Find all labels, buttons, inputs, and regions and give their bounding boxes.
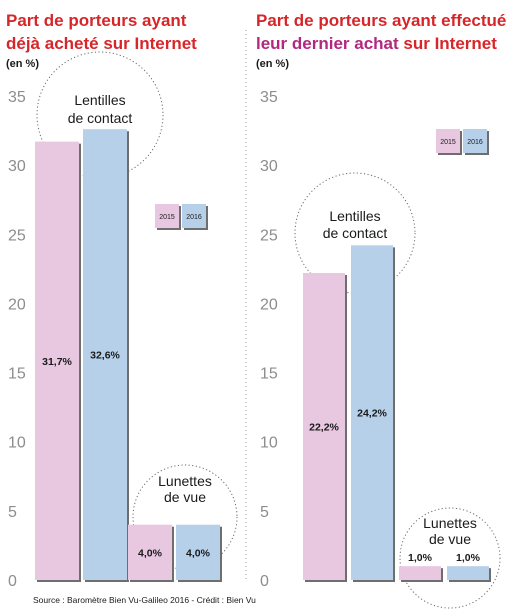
y-tick-label: 30 xyxy=(8,158,26,175)
legend-label: 2015 xyxy=(159,214,175,221)
y-tick-label: 0 xyxy=(260,573,269,590)
left-title-line2: déjà acheté sur Internet xyxy=(6,34,197,53)
bar-2015 xyxy=(128,524,172,580)
group-label: Lentilles xyxy=(74,92,125,108)
y-tick-label: 25 xyxy=(8,227,26,244)
chart-right: 0 5 10 15 20 25 30 35 22,2% 24,2% 1,0% 1,0% Lentille… xyxy=(260,89,501,609)
right-title-line2: leur dernier achat sur Internet xyxy=(256,34,497,53)
bar-value-label: 1,0% xyxy=(456,552,481,564)
bar-value-label: 1,0% xyxy=(408,552,433,564)
group-label: Lentilles xyxy=(329,208,380,224)
group-label: de contact xyxy=(68,110,133,126)
group-label: de contact xyxy=(323,225,388,241)
source-note: Source : Baromètre Bien Vu-Galileo 2016 … xyxy=(33,595,256,605)
y-tick-label: 10 xyxy=(8,435,26,452)
group-label: de vue xyxy=(429,531,471,547)
legend-label: 2015 xyxy=(440,139,456,146)
bar-value-label: 24,2% xyxy=(357,408,387,420)
legend-swatch-2016 xyxy=(463,129,487,153)
legend-swatch-2015 xyxy=(436,129,460,153)
right-unit: (en %) xyxy=(256,58,289,70)
y-tick-label: 30 xyxy=(260,158,278,175)
bar-2015 xyxy=(399,566,441,580)
y-tick-label: 5 xyxy=(260,504,269,521)
bar-2016 xyxy=(176,524,220,580)
group-label: de vue xyxy=(164,489,206,505)
group-bubble xyxy=(132,464,238,570)
legend-swatch-2015 xyxy=(155,204,179,228)
y-tick-label: 25 xyxy=(260,227,278,244)
legend-label: 2016 xyxy=(467,139,483,146)
right-title-line1: Part de porteurs ayant effectué xyxy=(256,11,506,30)
group-label: Lunettes xyxy=(423,515,477,531)
bar-2015 xyxy=(35,141,79,581)
right-title-line2-rest: sur Internet xyxy=(399,34,498,53)
y-tick-label: 20 xyxy=(260,296,278,313)
legend-label: 2016 xyxy=(186,214,202,221)
left-title-line1: Part de porteurs ayant xyxy=(6,11,187,30)
bar-2016 xyxy=(447,566,489,580)
y-tick-label: 35 xyxy=(8,89,26,106)
bar-2016 xyxy=(351,245,393,580)
group-bubble xyxy=(399,507,501,609)
bar-2016 xyxy=(83,129,127,580)
bar-value-label: 4,0% xyxy=(186,547,211,559)
group-bubble xyxy=(36,51,164,179)
group-label: Lunettes xyxy=(158,473,212,489)
right-title-line2-highlight: leur dernier achat xyxy=(256,34,399,53)
chart-left: 0 5 10 15 20 25 30 35 31,7% 32,6% 4,0% 4,0% Lentille… xyxy=(8,51,238,590)
y-tick-label: 0 xyxy=(8,573,17,590)
y-tick-label: 10 xyxy=(260,435,278,452)
legend-swatch-2016 xyxy=(182,204,206,228)
bar-value-label: 31,7% xyxy=(42,356,72,368)
bar-value-label: 22,2% xyxy=(309,422,339,434)
y-tick-label: 20 xyxy=(8,296,26,313)
y-tick-label: 15 xyxy=(260,366,278,383)
bar-value-label: 4,0% xyxy=(138,547,163,559)
bar-value-label: 32,6% xyxy=(90,350,120,362)
y-tick-label: 35 xyxy=(260,89,278,106)
bar-2015 xyxy=(303,273,345,580)
left-unit: (en %) xyxy=(6,58,39,70)
y-tick-label: 15 xyxy=(8,366,26,383)
y-tick-label: 5 xyxy=(8,504,17,521)
